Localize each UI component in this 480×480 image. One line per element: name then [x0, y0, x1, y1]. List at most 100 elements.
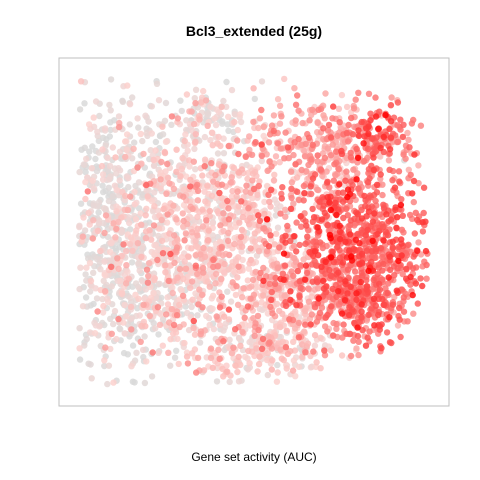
data-point — [346, 231, 354, 238]
data-point — [164, 211, 171, 218]
data-point — [188, 108, 195, 115]
data-point — [106, 248, 114, 256]
data-point — [180, 275, 187, 282]
data-point — [299, 119, 306, 127]
data-point — [325, 121, 333, 129]
data-point — [159, 131, 167, 138]
data-point — [252, 301, 260, 308]
data-point — [287, 288, 294, 295]
data-point — [342, 278, 349, 285]
data-point — [234, 274, 241, 281]
data-point — [330, 332, 337, 339]
data-point — [125, 174, 132, 182]
data-point — [244, 277, 251, 284]
data-point — [79, 233, 87, 240]
data-point — [355, 127, 362, 134]
data-point — [209, 142, 216, 149]
data-point — [282, 239, 289, 246]
data-point — [383, 211, 390, 218]
data-point — [245, 205, 252, 212]
data-point — [217, 222, 224, 229]
data-point — [333, 293, 340, 301]
data-point — [170, 321, 178, 329]
data-point — [260, 292, 267, 299]
data-point — [108, 283, 116, 290]
data-point — [338, 150, 346, 158]
data-point — [329, 115, 336, 122]
data-point — [277, 346, 284, 353]
data-point — [120, 241, 127, 248]
data-point — [370, 295, 378, 302]
data-point — [293, 174, 301, 181]
data-point — [365, 145, 372, 153]
data-point — [329, 141, 336, 148]
data-point — [76, 325, 83, 332]
data-point — [169, 289, 176, 297]
data-point — [138, 253, 145, 261]
data-point — [147, 147, 154, 154]
data-point — [324, 145, 331, 152]
data-point — [251, 95, 258, 103]
data-point — [101, 271, 108, 279]
data-point — [123, 248, 130, 255]
data-point — [199, 264, 207, 272]
data-point — [221, 313, 228, 320]
data-point — [389, 177, 396, 184]
data-point — [276, 102, 284, 110]
data-point — [370, 166, 378, 174]
data-point — [313, 242, 320, 249]
data-point — [300, 182, 308, 190]
data-point — [144, 279, 152, 286]
data-point — [281, 262, 289, 269]
data-point — [233, 283, 240, 290]
data-point — [258, 141, 265, 148]
data-point — [234, 137, 241, 144]
data-point — [210, 325, 218, 333]
data-point — [117, 326, 124, 333]
data-point — [276, 244, 283, 251]
data-point — [184, 360, 192, 367]
data-point — [270, 112, 278, 119]
data-point — [159, 123, 166, 130]
data-point — [277, 210, 284, 217]
data-point — [356, 261, 363, 268]
data-point — [398, 226, 406, 233]
data-point — [252, 268, 259, 276]
data-point — [181, 258, 188, 265]
data-point — [104, 154, 111, 162]
data-point — [204, 182, 211, 189]
data-point — [339, 334, 346, 341]
data-point — [276, 120, 284, 127]
data-point — [234, 188, 241, 195]
data-point — [212, 270, 220, 278]
data-point — [336, 181, 343, 188]
data-point — [231, 240, 238, 248]
data-point — [353, 296, 360, 303]
data-point — [209, 232, 216, 239]
data-point — [214, 150, 222, 157]
data-point — [215, 250, 222, 257]
data-point — [156, 280, 163, 287]
data-point — [338, 310, 346, 317]
data-point — [244, 303, 252, 310]
data-point — [190, 317, 197, 325]
data-point — [116, 167, 124, 174]
data-point — [369, 237, 376, 244]
data-point — [266, 280, 273, 288]
data-point — [326, 199, 333, 206]
data-point — [105, 362, 113, 369]
data-point — [190, 324, 197, 332]
data-point — [201, 133, 209, 141]
data-point — [180, 201, 188, 209]
data-point — [376, 323, 384, 330]
data-point — [128, 326, 135, 333]
data-point — [242, 188, 249, 195]
data-point — [184, 253, 192, 260]
data-point — [225, 142, 232, 150]
data-point — [346, 330, 354, 337]
data-point — [398, 252, 405, 259]
data-point — [367, 117, 374, 124]
data-point — [377, 153, 384, 160]
data-point — [296, 241, 303, 249]
data-point — [288, 185, 295, 192]
